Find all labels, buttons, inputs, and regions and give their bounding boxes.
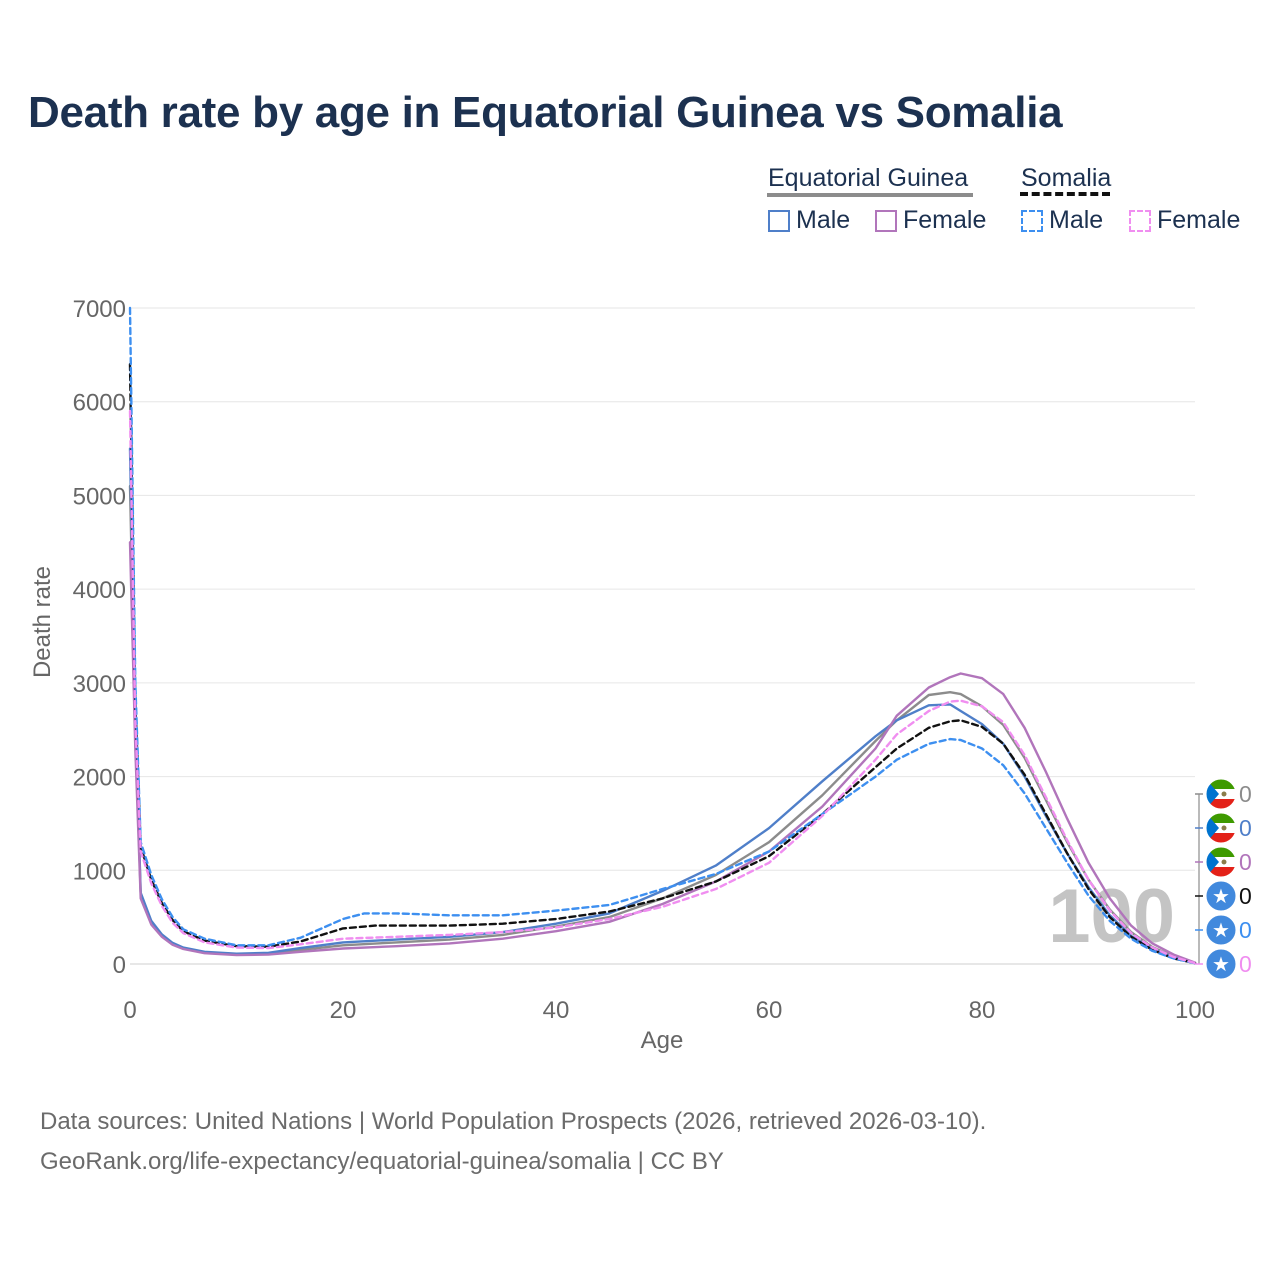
y-tick-label: 0 <box>113 952 126 979</box>
x-tick-label: 20 <box>330 997 357 1024</box>
legend-swatch <box>1021 209 1043 232</box>
x-axis-ticks: 0 20 40 60 80 100 <box>123 997 1215 1024</box>
flag-emblem <box>1221 791 1227 797</box>
legend-label: Male <box>1049 206 1104 234</box>
flag-stripe <box>1206 789 1236 799</box>
flag-emblem <box>1221 825 1227 831</box>
star-icon: ★ <box>1212 952 1230 976</box>
legend-item-so-female[interactable]: Female <box>1129 206 1240 235</box>
legend-swatch <box>768 209 790 232</box>
legend-line-solid <box>767 193 973 197</box>
somalia-flag-icon: ★ <box>1205 880 1237 912</box>
x-tick-label: 0 <box>123 997 136 1024</box>
x-axis-label: Age <box>641 1027 684 1054</box>
series-line-4[interactable] <box>128 363 1197 965</box>
y-tick-label: 6000 <box>73 390 126 417</box>
legend-item-so-male[interactable]: Male <box>1021 206 1103 235</box>
y-tick-label: 7000 <box>73 296 126 323</box>
badge-value: 0 <box>1239 781 1252 807</box>
series-line-2[interactable] <box>128 447 1197 965</box>
y-tick-label: 2000 <box>73 765 126 792</box>
flag-stripe <box>1206 779 1236 789</box>
flag-stripe <box>1206 833 1236 843</box>
y-tick-label: 4000 <box>73 577 126 604</box>
star-icon: ★ <box>1212 918 1230 942</box>
legend-line-dashed <box>1020 192 1110 196</box>
flag-border <box>1205 778 1237 810</box>
legend-item-eq-male[interactable]: Male <box>768 206 850 235</box>
badge-value: 0 <box>1239 815 1252 841</box>
legend-swatch <box>875 209 897 232</box>
y-tick-label: 3000 <box>73 671 126 698</box>
footer-sources: Data sources: United Nations | World Pop… <box>40 1108 987 1135</box>
flag-disc <box>1206 949 1236 979</box>
badge-value: 0 <box>1239 917 1252 943</box>
legend-label: Male <box>796 206 851 234</box>
y-axis-label: Death rate <box>29 566 56 678</box>
legend-group-somalia[interactable]: Somalia <box>1021 164 1112 192</box>
equatorial-guinea-flag-icon <box>1205 778 1237 810</box>
x-tick-label: 100 <box>1175 997 1215 1024</box>
end-value-badges: 0 0 0 ★ 0 ★ 0 ★ 0 <box>1195 778 1252 980</box>
flag-stripe <box>1206 867 1236 877</box>
grid <box>130 307 1195 965</box>
flag-triangle <box>1206 847 1219 877</box>
flag-border <box>1205 880 1237 912</box>
equatorial-guinea-flag-icon <box>1205 846 1237 878</box>
flag-border <box>1205 914 1237 946</box>
badge-value: 0 <box>1239 849 1252 875</box>
flag-border <box>1205 948 1237 980</box>
flag-stripe <box>1206 857 1236 867</box>
page-title: Death rate by age in Equatorial Guinea v… <box>28 88 1063 137</box>
y-tick-label: 1000 <box>73 858 126 885</box>
legend-label: Female <box>1157 206 1241 234</box>
flag-stripe <box>1206 799 1236 809</box>
somalia-flag-icon: ★ <box>1205 914 1237 946</box>
legend-swatch <box>1129 209 1151 232</box>
flag-disc <box>1206 915 1236 945</box>
legend-group-equatorial-guinea[interactable]: Equatorial Guinea <box>768 164 969 192</box>
flag-triangle <box>1206 779 1219 809</box>
flag-emblem <box>1221 859 1227 865</box>
series-group <box>128 306 1197 965</box>
legend-label: Female <box>903 206 987 234</box>
flag-stripe <box>1206 847 1236 857</box>
y-axis-ticks: 0 1000 2000 3000 4000 5000 6000 7000 <box>73 296 126 979</box>
flag-stripe <box>1206 823 1236 833</box>
flag-border <box>1205 846 1237 878</box>
somalia-flag-icon: ★ <box>1205 948 1237 980</box>
badge-value: 0 <box>1239 883 1252 909</box>
x-tick-label: 80 <box>969 997 996 1024</box>
x-tick-label: 60 <box>756 997 783 1024</box>
footer-link[interactable]: GeoRank.org/life-expectancy/equatorial-g… <box>40 1148 724 1175</box>
flag-triangle <box>1206 813 1219 843</box>
flag-stripe <box>1206 813 1236 823</box>
flag-disc <box>1206 881 1236 911</box>
series-line-5[interactable] <box>128 306 1197 965</box>
star-icon: ★ <box>1212 884 1230 908</box>
x-tick-label: 40 <box>543 997 570 1024</box>
flag-border <box>1205 812 1237 844</box>
y-tick-label: 5000 <box>73 483 126 510</box>
badge-value: 0 <box>1239 951 1252 977</box>
series-line-6[interactable] <box>128 409 1197 965</box>
equatorial-guinea-flag-icon <box>1205 812 1237 844</box>
legend-item-eq-female[interactable]: Female <box>875 206 986 235</box>
